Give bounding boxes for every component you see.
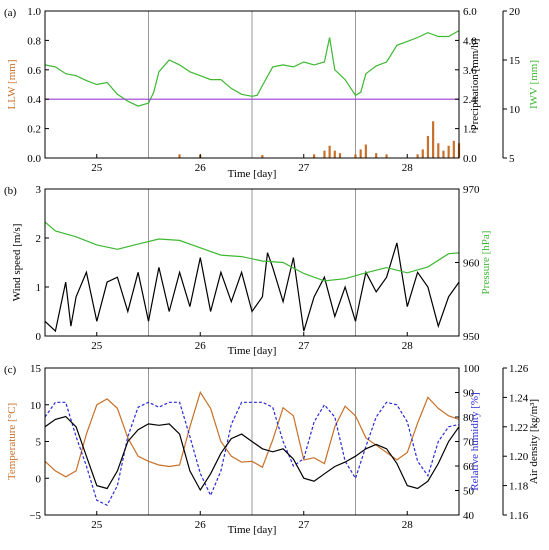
panel-label: (a)	[4, 7, 17, 19]
y-tick-label-right: 80	[463, 412, 475, 424]
y-tick-label-right-2: 1.16	[509, 510, 529, 522]
precipitation-bar	[385, 154, 388, 158]
chart-panel-2: 25 26 27 28 Time [day] (b) 0 1 2 3 Wind speed [m/s…	[4, 184, 492, 357]
y-tick-label-left: 1	[36, 282, 42, 294]
y-axis-label-right-2: IWV [mm]	[528, 60, 540, 109]
plot-frame	[44, 10, 460, 159]
x-tick-label: 28	[402, 340, 414, 352]
series-line-1	[44, 390, 460, 478]
y-tick-label-right-2: 1.22	[509, 422, 528, 434]
x-tick-label: 26	[195, 162, 207, 174]
y-tick-label-left: 0.0	[27, 153, 41, 165]
y-tick-label-right-2: 15	[509, 55, 521, 67]
y-tick-label-right: 3.6	[463, 65, 477, 77]
y-tick-label-left: 0.8	[27, 35, 41, 47]
y-tick-label-right: 90	[463, 388, 475, 400]
x-axis-label: Time [day]	[228, 168, 277, 180]
y-axis-label-right: Pressure [hPa]	[480, 231, 492, 295]
precipitation-bar	[416, 154, 419, 158]
y-tick-label-left: 0	[36, 331, 42, 343]
precipitation-bar	[442, 150, 445, 158]
precipitation-bar	[375, 153, 378, 158]
y-tick-label-right: 6.0	[463, 6, 477, 18]
precipitation-bar	[421, 149, 424, 158]
panel-label: (c)	[4, 364, 17, 376]
precipitation-bar	[452, 140, 455, 158]
precipitation-bar	[437, 143, 440, 158]
y-tick-label-left: 15	[30, 363, 42, 375]
y-tick-label-left: 3	[36, 184, 42, 196]
series-line-2	[44, 401, 460, 506]
x-axis-label: Time [day]	[228, 524, 277, 536]
precipitation-bar	[328, 145, 331, 158]
x-tick-label: 26	[195, 519, 207, 531]
y-axis-label-left: Wind speed [m/s]	[11, 224, 23, 302]
y-tick-label-right-2: 10	[509, 104, 521, 116]
x-tick-label: 27	[298, 162, 310, 174]
y-axis-label-right: Relative humidity [%]	[469, 392, 481, 490]
x-tick-label: 27	[298, 519, 310, 531]
chart-panel-1: 25 26 27 28 Time [day] (a) 0.0 0.2 0.4 0.6 0.8 1.0 L…	[4, 6, 540, 180]
x-tick-label: 28	[402, 519, 414, 531]
y-axis-label-right: Precipitation [mm/h]	[469, 39, 481, 131]
x-tick-label: 25	[91, 519, 103, 531]
y-tick-label-left: 5	[36, 437, 42, 449]
y-tick-label-right-2: 1.24	[509, 392, 529, 404]
y-axis-label-left: LLW [mm]	[6, 60, 18, 110]
y-tick-label-right: 60	[463, 461, 475, 473]
precipitation-bar	[261, 155, 264, 158]
precipitation-bar	[447, 145, 450, 158]
precipitation-bar	[323, 150, 326, 158]
y-tick-label-right: 0.0	[463, 153, 477, 165]
precipitation-bar	[359, 149, 362, 158]
y-tick-label-left: 0.2	[27, 124, 41, 136]
y-tick-label-right: 100	[463, 363, 480, 375]
y-tick-label-right-2: 1.20	[509, 451, 529, 463]
y-tick-label-right: 2.4	[463, 94, 477, 106]
y-axis-label-right-2: Air density [kg/m³]	[528, 399, 540, 484]
y-tick-label-left: 1.0	[27, 6, 41, 18]
x-tick-label: 27	[298, 340, 310, 352]
precipitation-bar	[426, 135, 430, 158]
y-tick-label-right: 50	[463, 486, 475, 498]
precipitation-bar	[364, 144, 367, 158]
y-tick-label-right: 960	[463, 258, 480, 270]
y-tick-label-right: 70	[463, 437, 475, 449]
y-tick-label-right: 950	[463, 331, 480, 343]
x-tick-label: 26	[195, 340, 207, 352]
chart-panel-3: 25 26 27 28 Time [day] (c) −5 0 5 10 15 Temperature…	[4, 363, 540, 536]
y-tick-label-right: 970	[463, 184, 480, 196]
precipitation-bar	[313, 154, 316, 158]
series-line-2	[44, 221, 460, 282]
y-tick-label-left: −5	[29, 510, 41, 522]
y-tick-label-left: 0.4	[27, 94, 41, 106]
y-tick-label-right-2: 5	[509, 153, 515, 165]
y-tick-label-right: 4.8	[463, 35, 477, 47]
y-tick-label-right-2: 1.18	[509, 481, 529, 493]
x-tick-label: 25	[91, 162, 103, 174]
y-tick-label-right-2: 20	[509, 6, 521, 18]
y-tick-label-left: 2	[36, 233, 42, 245]
series-line-1	[44, 30, 460, 107]
precipitation-bar	[178, 154, 181, 158]
precipitation-bar	[333, 150, 336, 158]
y-tick-label-right: 40	[463, 510, 475, 522]
x-tick-label: 28	[402, 162, 414, 174]
x-axis-label: Time [day]	[228, 345, 277, 357]
y-tick-label-left: 10	[30, 400, 42, 412]
y-axis-label-left: Temperature [°C]	[6, 403, 18, 480]
y-tick-label-right-2: 1.26	[509, 363, 529, 375]
precipitation-bar	[432, 121, 435, 158]
precipitation-bar	[338, 153, 342, 158]
y-tick-label-right: 1.2	[463, 124, 477, 136]
precipitation-bar	[354, 154, 357, 158]
y-tick-label-left: 0	[36, 473, 42, 485]
panel-label: (b)	[4, 185, 17, 197]
x-tick-label: 25	[91, 340, 103, 352]
y-tick-label-left: 0.6	[27, 65, 41, 77]
